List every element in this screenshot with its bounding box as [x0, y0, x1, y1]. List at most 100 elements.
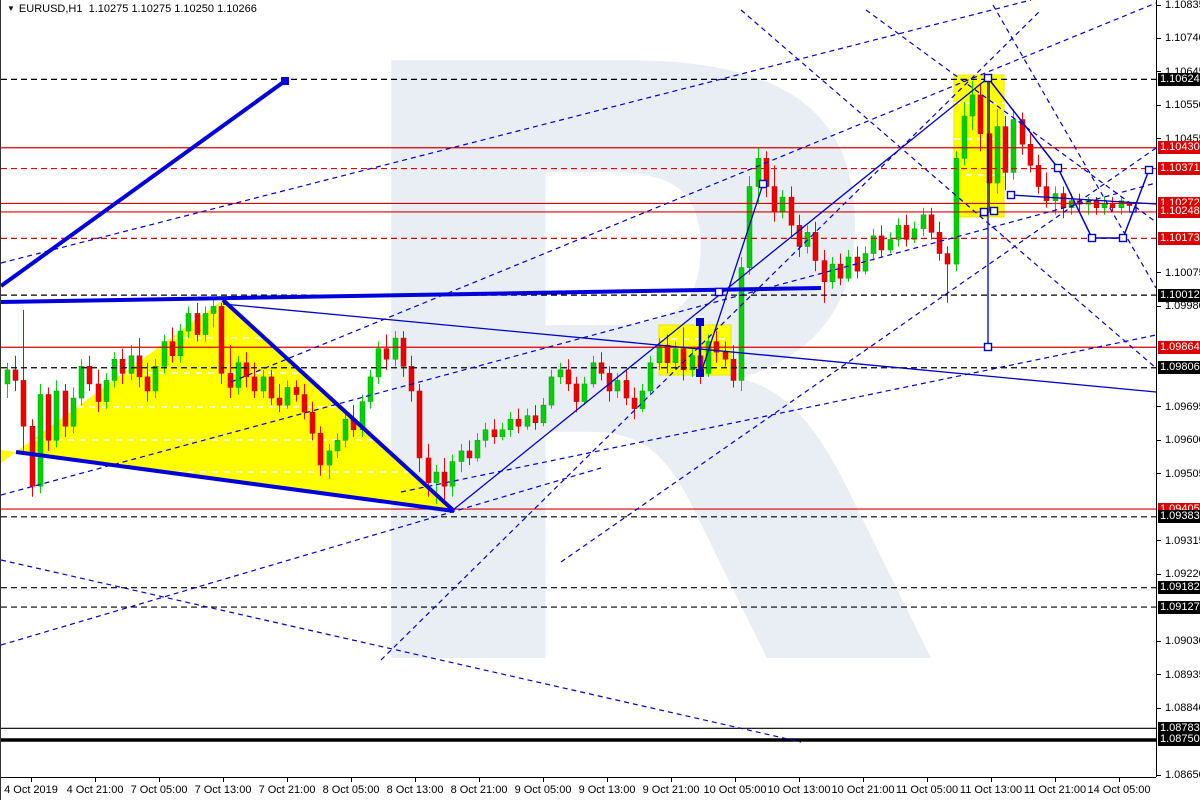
candle-body	[524, 415, 531, 427]
candle-body	[1060, 193, 1067, 208]
candle-body	[293, 387, 300, 395]
price-tick-label: 1.09505	[1165, 467, 1200, 480]
triangle-pattern-tip	[1, 450, 16, 463]
candle-body	[969, 94, 976, 117]
anchor-square[interactable]	[1006, 190, 1016, 200]
time-tick	[671, 778, 672, 782]
price-tick-label: 1.09315	[1165, 534, 1200, 547]
candle-body	[416, 390, 423, 459]
candle-body	[730, 359, 737, 381]
candle-body	[738, 267, 745, 381]
anchor-square[interactable]	[989, 206, 999, 216]
collapse-arrow-icon[interactable]: ▼	[7, 4, 15, 13]
candle-body	[903, 225, 910, 240]
range-marker-end[interactable]	[696, 369, 704, 377]
anchor-square[interactable]	[979, 207, 989, 217]
trendline-thin[interactable]	[222, 303, 1157, 393]
candle-body	[227, 373, 234, 388]
price-level-badge: 1.09864	[1158, 340, 1200, 354]
candle-body	[474, 440, 481, 459]
candle-body	[1068, 200, 1075, 208]
candle-body	[4, 369, 11, 385]
candle-body	[144, 376, 151, 392]
anchor-square[interactable]	[1118, 233, 1128, 243]
price-tick-label: 1.09695	[1165, 400, 1200, 413]
candle-body	[623, 380, 630, 399]
price-tick	[1157, 473, 1161, 475]
trendline-thick[interactable]	[1, 286, 822, 304]
candle-body	[788, 196, 795, 226]
candle-body	[70, 397, 77, 427]
price-tick	[1157, 774, 1161, 776]
anchor-square[interactable]	[983, 73, 993, 83]
price-level-badge: 1.08783	[1158, 721, 1200, 735]
candle-body	[78, 366, 85, 399]
trendline-thin[interactable]	[700, 183, 764, 374]
candle-body	[342, 418, 349, 441]
candle-body	[1027, 143, 1034, 166]
time-tick-label: 9 Oct 13:00	[578, 784, 636, 796]
trendline-dashed[interactable]	[865, 9, 1157, 223]
anchor-square[interactable]	[1087, 233, 1097, 243]
candle-body	[672, 348, 679, 364]
price-tick-label: 1.08935	[1165, 668, 1200, 681]
candle-body	[565, 369, 572, 385]
candle-body	[243, 362, 250, 378]
price-level-badge: 1.10624	[1158, 72, 1200, 86]
candle-body	[202, 313, 209, 335]
trendline-dashed[interactable]	[1, 0, 1032, 264]
price-tick-label: 1.09030	[1165, 635, 1200, 648]
candle-body	[944, 253, 951, 265]
anchor-square[interactable]	[758, 179, 768, 189]
time-tick-label: 8 Oct 05:00	[322, 784, 380, 796]
candle-body	[936, 232, 943, 254]
candle-body	[433, 471, 440, 483]
trendline-dashed[interactable]	[400, 334, 1157, 493]
anchor-square[interactable]	[1144, 165, 1154, 175]
trendline-dashed[interactable]	[560, 147, 1157, 563]
trendline-thick[interactable]	[15, 450, 455, 513]
anchor-square[interactable]	[714, 287, 724, 297]
time-axis[interactable]: 4 Oct 2019 4 Oct 21:00 7 Oct 05:00 7 Oct 13…	[1, 777, 1156, 800]
range-marker-end[interactable]	[696, 318, 704, 326]
trendline-thick[interactable]	[1, 79, 287, 288]
candle-body	[95, 383, 102, 402]
price-tick	[1157, 540, 1161, 542]
price-tick	[1157, 305, 1161, 307]
anchor-square[interactable]	[1053, 163, 1063, 173]
candle-body	[540, 404, 547, 423]
price-axis[interactable]: 1.108351.107401.106451.105501.104551.100…	[1156, 0, 1200, 781]
anchor-square[interactable]	[983, 342, 993, 352]
watermark-logo: R	[316, 0, 947, 800]
trendline-dashed[interactable]	[992, 4, 1157, 289]
trendline-dashed[interactable]	[740, 9, 1157, 369]
time-tick-label: 8 Oct 13:00	[386, 784, 444, 796]
triangle-pattern[interactable]	[16, 300, 454, 511]
trendline-dashed[interactable]	[1, 182, 1157, 496]
trendline-dashed[interactable]	[380, 9, 1042, 661]
candle-body	[961, 115, 968, 159]
price-tick	[1157, 104, 1161, 106]
anchor-square-filled[interactable]	[281, 77, 289, 85]
price-level-badge: 1.10248	[1158, 205, 1200, 219]
time-tick-label: 4 Oct 2019	[4, 784, 58, 796]
price-tick-label: 1.10835	[1165, 0, 1200, 11]
time-tick	[31, 778, 32, 782]
candle-body	[1043, 186, 1050, 201]
price-tick	[1157, 138, 1161, 140]
price-level-badge: 1.10173	[1158, 231, 1200, 245]
price-tick	[1157, 71, 1161, 73]
candle-body	[499, 429, 506, 438]
time-tick-label: 4 Oct 21:00	[66, 784, 124, 796]
price-level-badge: 1.09383	[1158, 510, 1200, 524]
candle-body	[218, 306, 225, 374]
time-tick-label: 14 Oct 05:00	[1087, 784, 1151, 796]
trendline-thick[interactable]	[221, 298, 456, 513]
candle-body	[911, 228, 918, 240]
price-tick-label: 1.10740	[1165, 32, 1200, 45]
trendline-dashed[interactable]	[1, 559, 802, 743]
price-tick-label: 1.09980	[1165, 300, 1200, 313]
price-pointer-bracket	[1129, 202, 1137, 213]
